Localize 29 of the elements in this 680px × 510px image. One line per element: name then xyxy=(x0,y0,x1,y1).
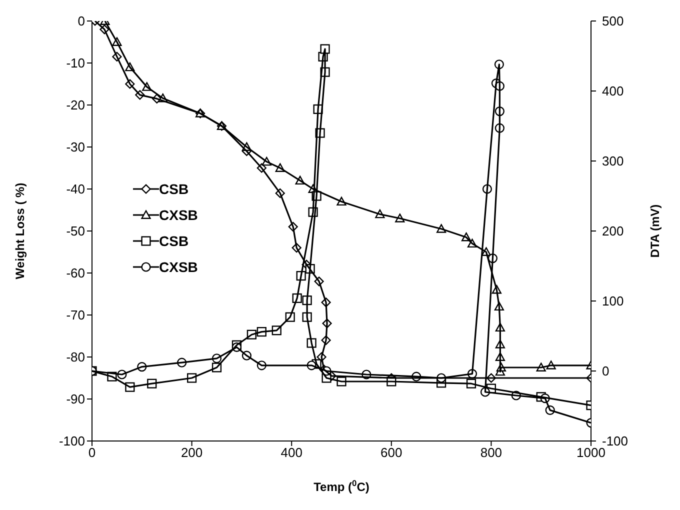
x-tick-label: 200 xyxy=(180,445,203,460)
legend-label: CSB xyxy=(159,233,189,249)
legend-label: CXSB xyxy=(159,259,198,275)
legend-label: CSB xyxy=(159,181,189,197)
y-tick-label: -20 xyxy=(66,98,85,113)
y-tick-label: 0 xyxy=(78,14,85,29)
x-tick-label: 0 xyxy=(88,445,96,460)
y-tick-label: -70 xyxy=(66,308,85,323)
y-tick-label: -60 xyxy=(66,266,85,281)
y2-tick-label: 0 xyxy=(602,364,610,379)
y2-axis-title: DTA (mV) xyxy=(648,204,662,258)
y-tick-label: -10 xyxy=(66,56,85,71)
x-tick-label: 600 xyxy=(380,445,402,460)
y2-tick-label: 400 xyxy=(602,84,624,99)
y-tick-label: -50 xyxy=(66,224,85,239)
y-tick-label: -30 xyxy=(66,140,85,155)
x-tick-label: 800 xyxy=(480,445,502,460)
x-tick-label: 400 xyxy=(280,445,302,460)
y2-tick-label: 500 xyxy=(602,14,624,29)
y2-tick-label: 200 xyxy=(602,224,624,239)
y-tick-label: -100 xyxy=(58,434,85,449)
y-axis-title: Weight Loss ( %) xyxy=(13,182,27,280)
y-tick-label: -90 xyxy=(66,392,85,407)
y-tick-label: -80 xyxy=(66,350,85,365)
y-tick-label: -40 xyxy=(66,182,85,197)
legend-label: CXSB xyxy=(159,207,198,223)
y2-tick-label: 100 xyxy=(602,294,624,309)
x-axis-title: Temp ($^{0}$C) xyxy=(314,478,370,494)
y2-tick-label: 300 xyxy=(602,154,624,169)
